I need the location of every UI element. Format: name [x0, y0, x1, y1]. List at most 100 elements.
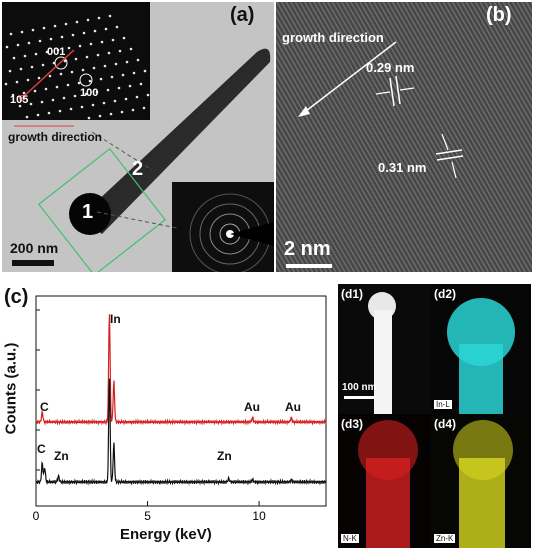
saed-spot	[63, 59, 67, 63]
saed-spot	[9, 32, 13, 36]
spacing-label-029: 0.29 nm	[366, 60, 415, 75]
saed-spot	[102, 101, 106, 105]
saed-inset-bottom	[172, 182, 274, 272]
saed-spot	[108, 14, 112, 18]
saed-label-001: 001	[47, 46, 66, 58]
saed-spot	[26, 78, 30, 82]
saed-spot	[60, 35, 64, 39]
x-axis-label: Energy (keV)	[120, 526, 212, 543]
saed-spot	[20, 30, 24, 34]
saed-spot	[36, 113, 40, 117]
series-top	[35, 314, 327, 426]
saed-spot	[22, 91, 26, 95]
saed-spot	[135, 95, 139, 99]
saed-spot	[132, 71, 136, 75]
scale-bar-a-line	[12, 260, 54, 266]
saed-spot	[78, 44, 82, 48]
saed-spot	[146, 93, 150, 97]
peak-label-zn-2: Zn	[217, 449, 232, 463]
saed-spot	[75, 20, 79, 24]
saed-spot	[44, 87, 48, 91]
saed-inset-top	[2, 2, 150, 120]
saed-label-105: 105	[10, 94, 29, 106]
peak-label-c-bottom: C	[37, 442, 46, 456]
saed-spot	[18, 104, 22, 108]
saed-spot	[51, 98, 55, 102]
x-tick-label: 10	[252, 509, 266, 523]
saed-spot	[56, 48, 60, 52]
saed-spot	[59, 72, 63, 76]
saed-spot	[98, 114, 102, 118]
saed-spot	[118, 49, 122, 53]
panel-d1-label: (d1)	[341, 287, 363, 301]
saed-spot	[11, 93, 15, 97]
saed-spot	[143, 69, 147, 73]
region-label-2: 2	[132, 158, 144, 180]
saed-spot	[40, 100, 44, 104]
growth-direction-label-b: growth direction	[282, 30, 384, 45]
y-axis-label: Counts (a.u.)	[2, 342, 20, 435]
saed-label-100: 100	[80, 87, 99, 99]
panel-c-label: (c)	[4, 286, 29, 308]
saed-spot	[34, 52, 38, 56]
saed-spot	[73, 94, 77, 98]
region-label-1: 1	[82, 201, 94, 223]
saed-spot	[4, 82, 8, 86]
panel-d2-label: (d2)	[434, 287, 456, 301]
saed-spot	[89, 42, 93, 46]
saed-spot	[96, 53, 100, 57]
peak-label-c-top: C	[40, 400, 49, 414]
saed-spot	[19, 67, 23, 71]
saed-spot	[37, 76, 41, 80]
saed-spot	[74, 57, 78, 61]
saed-spot	[103, 64, 107, 68]
saed-spot	[99, 77, 103, 81]
saed-spot	[136, 58, 140, 62]
saed-spot	[23, 54, 27, 58]
saed-spot	[58, 109, 62, 113]
saed-spot	[29, 102, 33, 106]
saed-spot	[117, 86, 121, 90]
saed-spot	[107, 51, 111, 55]
saed-spot	[80, 105, 84, 109]
series-bottom	[35, 378, 327, 486]
y-axis-ticks	[36, 309, 40, 471]
panel-d3-label: (d3)	[341, 417, 363, 431]
saed-spot	[111, 38, 115, 42]
saed-spot	[97, 16, 101, 20]
saed-spot	[38, 39, 42, 43]
saed-spot	[95, 90, 99, 94]
saed-spot	[27, 41, 31, 45]
scale-bar-d1-label: 100 nm	[342, 382, 377, 393]
saed-spot	[64, 22, 68, 26]
selection-box	[37, 147, 167, 272]
saed-spot	[120, 110, 124, 114]
saed-spot	[70, 70, 74, 74]
saed-spot	[15, 80, 19, 84]
saed-spot	[12, 56, 16, 60]
saed-spot	[113, 99, 117, 103]
panel-d1-haadf: (d1) 100 nm	[338, 284, 431, 414]
saed-spot	[55, 85, 59, 89]
element-label-zn: Zn-K	[434, 534, 456, 543]
saed-spot	[110, 75, 114, 79]
element-label-n: N-K	[341, 534, 359, 543]
panel-b-label: (b)	[486, 4, 512, 26]
saed-spot	[8, 69, 12, 73]
saed-spot	[125, 60, 129, 64]
element-label-in: In-L	[434, 400, 452, 409]
saed-spot	[41, 63, 45, 67]
saed-spot	[92, 66, 96, 70]
saed-spot	[128, 84, 132, 88]
nanorod	[80, 48, 271, 234]
gold-tip	[69, 193, 111, 235]
scale-bar-d1-line	[344, 396, 374, 399]
saed-spot	[87, 116, 91, 120]
growth-direction-label-a: growth direction	[8, 130, 102, 144]
chart-frame	[35, 295, 327, 507]
scale-bar-b-line	[286, 264, 332, 268]
saed-spot	[86, 18, 90, 22]
saed-spot	[47, 111, 51, 115]
saed-spot	[45, 50, 49, 54]
peak-label-au-1: Au	[244, 400, 260, 414]
